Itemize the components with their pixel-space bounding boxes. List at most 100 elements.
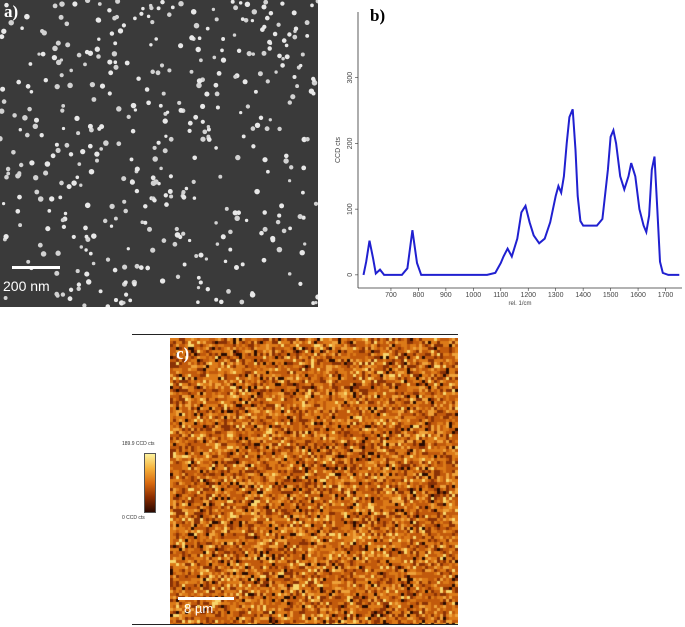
nanoparticle [85, 279, 92, 285]
panel-c-label: c) [176, 344, 190, 363]
panel-a-sem-image: a) 200 nm [0, 0, 318, 307]
nanoparticle [44, 161, 51, 167]
nanoparticle [181, 194, 187, 200]
nanoparticle [262, 24, 267, 30]
nanoparticle [272, 31, 278, 37]
nanoparticle [107, 59, 113, 65]
nanoparticle [150, 247, 156, 253]
nanoparticle [60, 292, 66, 297]
nanoparticle [79, 183, 83, 187]
nanoparticle [181, 231, 186, 236]
nanoparticle [277, 126, 282, 132]
nanoparticle [24, 132, 30, 138]
nanoparticle [156, 140, 161, 145]
nanoparticle [83, 62, 87, 67]
nanoparticle [268, 118, 272, 122]
nanoparticle [314, 300, 318, 305]
nanoparticle [178, 0, 184, 7]
nanoparticle [54, 83, 60, 90]
nanoparticle [50, 153, 56, 159]
nanoparticle [27, 106, 32, 112]
nanoparticle [281, 56, 285, 61]
nanoparticle [178, 107, 184, 113]
nanoparticle [1, 202, 6, 206]
nanoparticle [75, 175, 80, 180]
nanoparticle [165, 110, 170, 114]
nanoparticle [150, 69, 155, 75]
nanoparticle [43, 78, 48, 83]
nanoparticle [49, 196, 55, 202]
nanoparticle [126, 247, 130, 251]
nanoparticle [154, 37, 158, 41]
x-tick-label: 900 [440, 292, 452, 299]
nanoparticle [37, 242, 43, 248]
nanoparticle [58, 195, 63, 200]
nanoparticle [243, 18, 249, 23]
nanoparticle [197, 36, 202, 41]
nanoparticle [11, 150, 16, 155]
nanoparticle [249, 292, 256, 298]
y-tick-label: 200 [347, 137, 354, 149]
nanoparticle [39, 133, 44, 138]
nanoparticle [43, 170, 49, 176]
nanoparticle [170, 5, 175, 10]
nanoparticle [199, 58, 203, 63]
nanoparticle [116, 141, 122, 147]
nanoparticle [32, 123, 39, 130]
nanoparticle [200, 119, 205, 124]
nanoparticle [299, 249, 305, 256]
nanoparticle [270, 235, 276, 242]
nanoparticle [98, 289, 103, 294]
nanoparticle [164, 202, 169, 207]
nanoparticle [240, 17, 245, 21]
nanoparticle [139, 11, 144, 16]
nanoparticle [161, 238, 167, 243]
x-tick-label: 1500 [603, 292, 619, 299]
nanoparticle [276, 246, 283, 253]
nanoparticle [163, 193, 168, 198]
nanoparticle [187, 238, 192, 243]
nanoparticle [187, 120, 193, 126]
x-tick-label: 1300 [548, 292, 564, 299]
nanoparticle [112, 267, 118, 273]
nanoparticle [265, 79, 270, 84]
nanoparticle [109, 224, 114, 228]
nanoparticle [115, 0, 121, 4]
nanoparticle [261, 50, 267, 56]
nanoparticle [99, 147, 104, 151]
nanoparticle [250, 126, 256, 131]
nanoparticle [292, 74, 297, 80]
spectrum-series-line [362, 108, 680, 276]
nanoparticle [74, 115, 80, 122]
nanoparticle [52, 3, 58, 9]
nanoparticle [61, 224, 67, 230]
nanoparticle [113, 216, 118, 221]
nanoparticle [159, 166, 163, 171]
nanoparticle [76, 131, 81, 136]
nanoparticle [149, 5, 154, 11]
nanoparticle [214, 146, 218, 150]
nanoparticle [71, 234, 76, 239]
nanoparticle [310, 3, 314, 8]
nanoparticle [129, 179, 135, 185]
nanoparticle [65, 42, 71, 48]
nanoparticle [59, 73, 64, 78]
nanoparticle [55, 250, 61, 256]
nanoparticle [28, 62, 33, 66]
nanoparticle [196, 275, 201, 280]
nanoparticle [289, 165, 294, 170]
nanoparticle [298, 63, 303, 68]
nanoparticle [147, 226, 152, 232]
nanoparticle [159, 278, 166, 284]
nanoparticle [216, 71, 222, 76]
nanoparticle [193, 22, 200, 29]
nanoparticle [105, 304, 111, 307]
nanoparticle [150, 20, 155, 25]
nanoparticle [281, 38, 287, 43]
panel-c-raman-map: c) 189.9 CCD cts 0 CCD cts 8 µm [122, 334, 458, 626]
nanoparticle [233, 74, 238, 79]
nanoparticle [67, 296, 73, 302]
nanoparticle [146, 100, 151, 106]
nanoparticle [84, 271, 90, 277]
nanoparticle [261, 4, 267, 10]
